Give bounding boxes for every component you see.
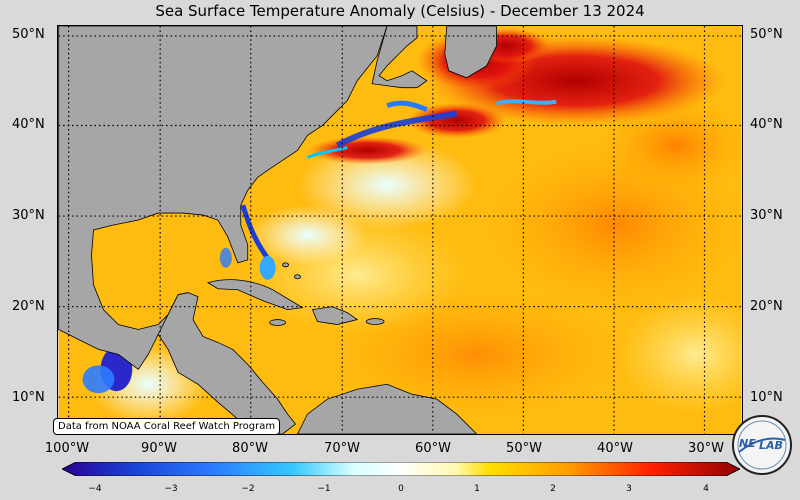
- colorbar-tick: −3: [164, 484, 178, 494]
- colorbar: [62, 462, 740, 476]
- cold-streak: [335, 110, 458, 149]
- lat-label-10n-right: 10°N: [750, 390, 783, 405]
- logo-text-lab: LAB: [759, 439, 783, 452]
- central-america-land: [157, 292, 297, 434]
- cold-streak: [495, 99, 557, 106]
- lat-label-50n: 50°N: [12, 27, 45, 42]
- cold-patch: [82, 365, 115, 394]
- colorbar-tick: 2: [550, 484, 556, 494]
- colorbar-tick: −4: [88, 484, 102, 494]
- colorbar-tick: 4: [703, 484, 709, 494]
- newfoundland-land: [444, 26, 497, 79]
- lon-label-100w: 100°W: [44, 441, 90, 456]
- lon-label-70w: 70°W: [324, 441, 360, 456]
- lon-label-40w: 40°W: [597, 441, 633, 456]
- hot-patch: [406, 102, 507, 139]
- lat-label-30n: 30°N: [12, 208, 45, 223]
- hot-patch: [307, 136, 427, 165]
- lat-label-40n-right: 40°N: [750, 117, 783, 132]
- jamaica-land: [269, 319, 286, 326]
- lon-label-30w: 30°W: [688, 441, 724, 456]
- lat-label-50n-right: 50°N: [750, 27, 783, 42]
- nelab-logo-icon: NE LAB: [732, 415, 792, 475]
- lat-label-10n: 10°N: [12, 390, 45, 405]
- bahamas-land: [294, 274, 301, 280]
- canada-maritimes-land: [371, 26, 428, 89]
- colorbar-tick: 1: [474, 484, 480, 494]
- cold-patch: [219, 247, 232, 268]
- cuba-land: [206, 279, 304, 311]
- lat-label-20n-right: 20°N: [750, 299, 783, 314]
- sst-anomaly-map: [57, 25, 743, 435]
- lat-label-30n-right: 30°N: [750, 208, 783, 223]
- colorbar-tick: −2: [241, 484, 255, 494]
- colorbar-tick: 3: [626, 484, 632, 494]
- logo-text-ne: NE: [739, 437, 756, 450]
- data-credit-label: Data from NOAA Coral Reef Watch Program: [53, 418, 281, 435]
- lon-label-60w: 60°W: [415, 441, 451, 456]
- lon-label-80w: 80°W: [232, 441, 268, 456]
- lat-label-40n: 40°N: [12, 117, 45, 132]
- bahamas-land: [282, 262, 289, 268]
- colorbar-tick: −1: [317, 484, 331, 494]
- cold-streak: [306, 145, 348, 159]
- colorbar-tick: 0: [398, 484, 404, 494]
- graticule: [58, 26, 742, 434]
- lon-label-90w: 90°W: [141, 441, 177, 456]
- neutral-patch: [247, 205, 368, 265]
- cold-patch: [259, 255, 276, 280]
- colorbar-gradient: [62, 462, 740, 476]
- puerto-rico-land: [365, 318, 385, 325]
- cold-streak: [386, 100, 428, 112]
- map-title: Sea Surface Temperature Anomaly (Celsius…: [155, 2, 645, 20]
- warm-patch: [615, 294, 742, 415]
- lon-label-50w: 50°W: [506, 441, 542, 456]
- lat-label-20n: 20°N: [12, 299, 45, 314]
